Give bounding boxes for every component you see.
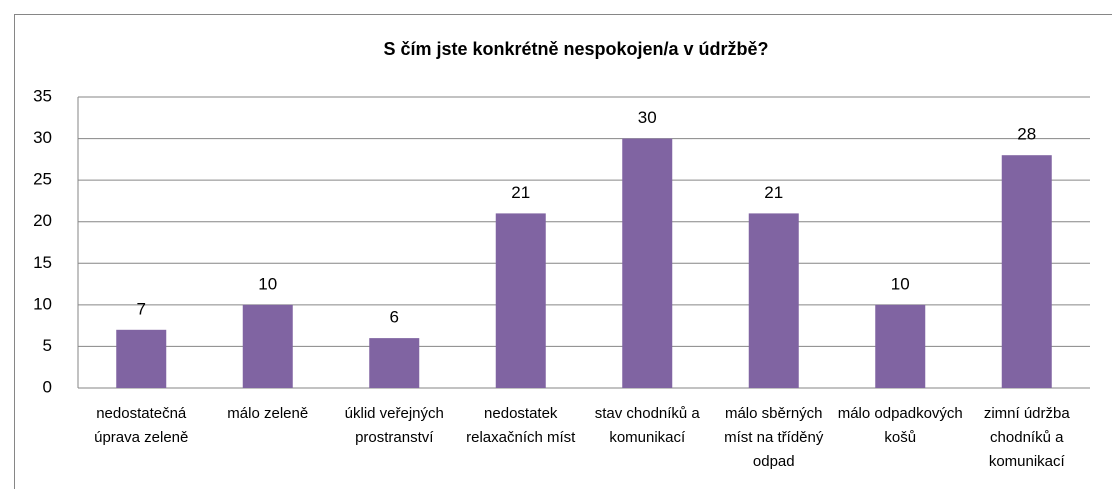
x-tick-label: málo sběrných míst na tříděný odpad — [724, 405, 824, 470]
chart-title: S čím jste konkrétně nespokojen/a v údrž… — [383, 39, 768, 59]
data-label: 7 — [137, 299, 146, 318]
data-label: 21 — [764, 183, 783, 202]
y-tick-label: 10 — [33, 294, 52, 313]
y-tick-label: 25 — [33, 170, 52, 189]
bar — [242, 304, 293, 388]
bar — [1001, 155, 1052, 388]
data-label: 6 — [390, 308, 399, 327]
bar — [116, 329, 167, 388]
data-label: 10 — [891, 274, 910, 293]
x-tick-label: nedostatečná úprava zeleně — [94, 405, 189, 446]
data-label: 10 — [258, 274, 277, 293]
y-tick-label: 0 — [43, 377, 52, 396]
chart-frame — [14, 14, 1112, 489]
bar — [369, 338, 420, 388]
bar — [622, 138, 673, 388]
bar — [875, 304, 926, 388]
y-tick-label: 15 — [33, 253, 52, 272]
x-tick-label: nedostatek relaxačních míst — [466, 405, 576, 446]
x-tick-label: málo zeleně — [227, 405, 309, 422]
x-tick-label: málo odpadkových košů — [837, 405, 963, 446]
y-tick-label: 5 — [43, 336, 52, 355]
x-tick-label: stav chodníků a komunikací — [594, 405, 700, 446]
y-tick-label: 30 — [33, 128, 52, 147]
y-tick-label: 35 — [33, 86, 52, 105]
bar — [748, 213, 799, 388]
data-label: 21 — [511, 183, 530, 202]
x-tick-label: zimní údržba chodníků a komunikací — [983, 405, 1070, 470]
data-label: 28 — [1017, 125, 1036, 144]
x-tick-label: úklid veřejných prostranství — [344, 405, 444, 446]
bar — [495, 213, 546, 388]
data-label: 30 — [638, 108, 657, 127]
y-tick-label: 20 — [33, 211, 52, 230]
